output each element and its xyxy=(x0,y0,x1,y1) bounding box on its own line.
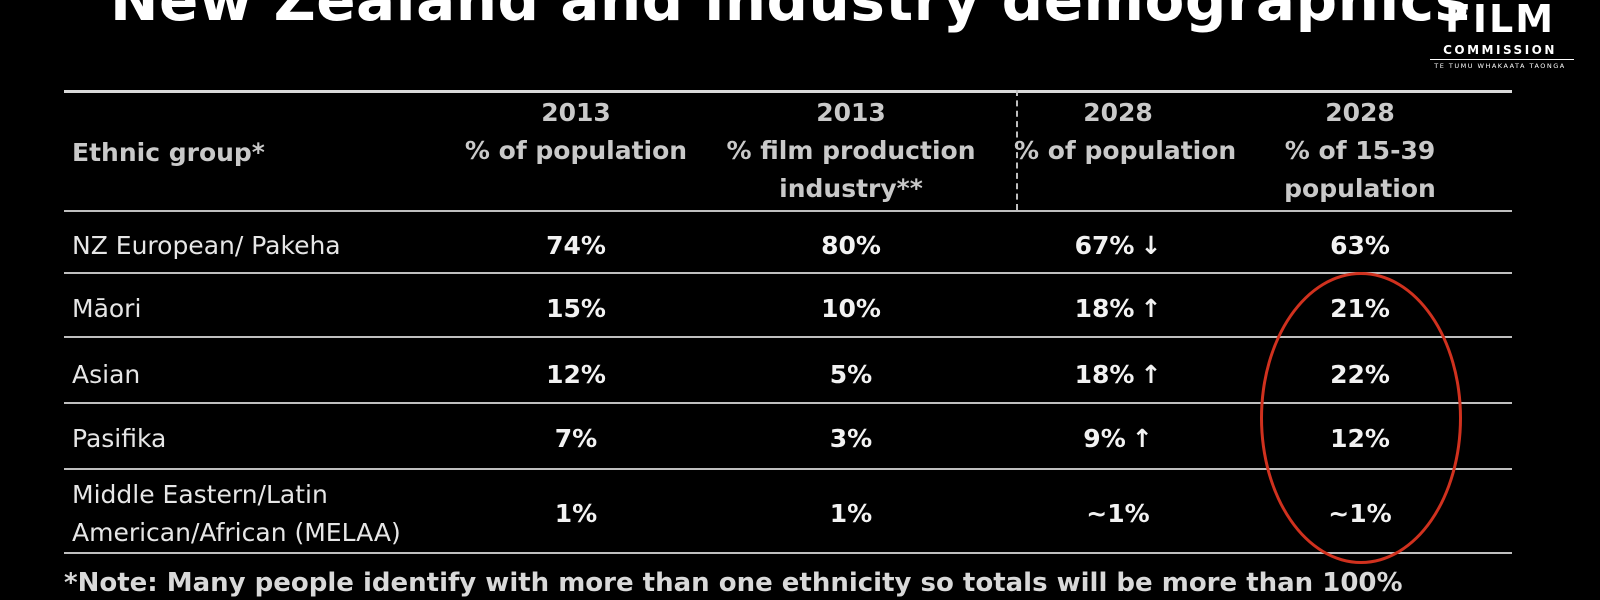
footnote: *Note: Many people identify with more th… xyxy=(64,568,1403,598)
row-label-line: Middle Eastern/Latin xyxy=(72,480,328,509)
header-line: Ethnic group* xyxy=(72,138,265,167)
cell-pop-2013: 12% xyxy=(546,360,606,389)
cell-film-2013: 10% xyxy=(821,294,881,323)
row-divider xyxy=(64,468,1512,470)
cell-pop-2013: 7% xyxy=(554,424,598,453)
header-line: 2028 xyxy=(1083,98,1153,127)
cell-pop-2013: 1% xyxy=(554,499,598,528)
header-2013-film-industry: 2013 % film production industry** xyxy=(716,94,986,208)
cell-film-2013: 1% xyxy=(829,499,873,528)
up-arrow-icon: ↑ xyxy=(1140,294,1162,323)
cell-young-2028: 63% xyxy=(1330,231,1390,260)
header-line: industry** xyxy=(779,174,923,203)
cell-pop-2028-value: 18% xyxy=(1074,294,1135,323)
header-line: 2013 xyxy=(541,98,611,127)
cell-pop-2028: ~1% xyxy=(1086,499,1150,528)
header-2028-young-population: 2028 % of 15-39 population xyxy=(1260,94,1460,208)
cell-pop-2028: 18% ↑ xyxy=(1014,356,1222,394)
logo-subtitle: TE TUMU WHAKAATA TAONGA xyxy=(1434,62,1566,70)
cell-pop-2028: 9% ↑ xyxy=(1014,420,1222,458)
up-arrow-icon: ↑ xyxy=(1140,360,1162,389)
cell-pop-2013: 74% xyxy=(546,231,606,260)
header-line: 2013 xyxy=(816,98,886,127)
slide-title: New Zealand and industry demographics xyxy=(110,0,1470,34)
header-line: % film production xyxy=(726,136,976,165)
cell-pop-2028: 18% ↑ xyxy=(1014,290,1222,328)
row-label-asian: Asian xyxy=(72,360,141,389)
cell-film-2013: 5% xyxy=(829,360,873,389)
header-2028-population: 2028 % of population xyxy=(1014,94,1237,170)
header-line: population xyxy=(1284,174,1436,203)
header-line: % of 15-39 xyxy=(1284,136,1436,165)
highlight-circle xyxy=(1260,272,1462,564)
film-commission-logo: FILM COMMISSION TE TUMU WHAKAATA TAONGA xyxy=(1420,0,1580,75)
header-bottom-rule xyxy=(64,210,1512,212)
header-divider-dashed xyxy=(1016,90,1018,210)
cell-pop-2028: 67% ↓ xyxy=(1014,227,1222,265)
logo-divider xyxy=(1430,59,1574,60)
down-arrow-icon: ↓ xyxy=(1140,231,1162,260)
row-label-nz-european: NZ European/ Pakeha xyxy=(72,231,341,260)
row-divider xyxy=(64,336,1512,338)
row-divider xyxy=(64,402,1512,404)
table-bottom-rule xyxy=(64,552,1512,554)
logo-commission-text: COMMISSION xyxy=(1443,43,1557,57)
cell-film-2013: 80% xyxy=(821,231,881,260)
cell-pop-2028-value: 9% xyxy=(1083,424,1126,453)
row-divider xyxy=(64,272,1512,274)
row-label-maori: Māori xyxy=(72,294,142,323)
up-arrow-icon: ↑ xyxy=(1131,424,1153,453)
table-top-rule xyxy=(64,90,1512,93)
header-line: 2028 xyxy=(1325,98,1395,127)
cell-pop-2028-value: 67% xyxy=(1074,231,1135,260)
header-line: % of population xyxy=(1014,136,1237,165)
cell-pop-2013: 15% xyxy=(546,294,606,323)
cell-pop-2028-value: 18% xyxy=(1074,360,1135,389)
row-label-line: American/African (MELAA) xyxy=(72,518,401,547)
row-label-pasifika: Pasifika xyxy=(72,424,167,453)
cell-film-2013: 3% xyxy=(829,424,873,453)
header-line: % of population xyxy=(464,136,688,165)
header-2013-population: 2013 % of population xyxy=(460,94,692,170)
header-ethnic-group: Ethnic group* xyxy=(72,134,265,172)
row-label-melaa: Middle Eastern/Latin American/African (M… xyxy=(72,476,401,552)
logo-film-text: FILM xyxy=(1444,0,1556,41)
